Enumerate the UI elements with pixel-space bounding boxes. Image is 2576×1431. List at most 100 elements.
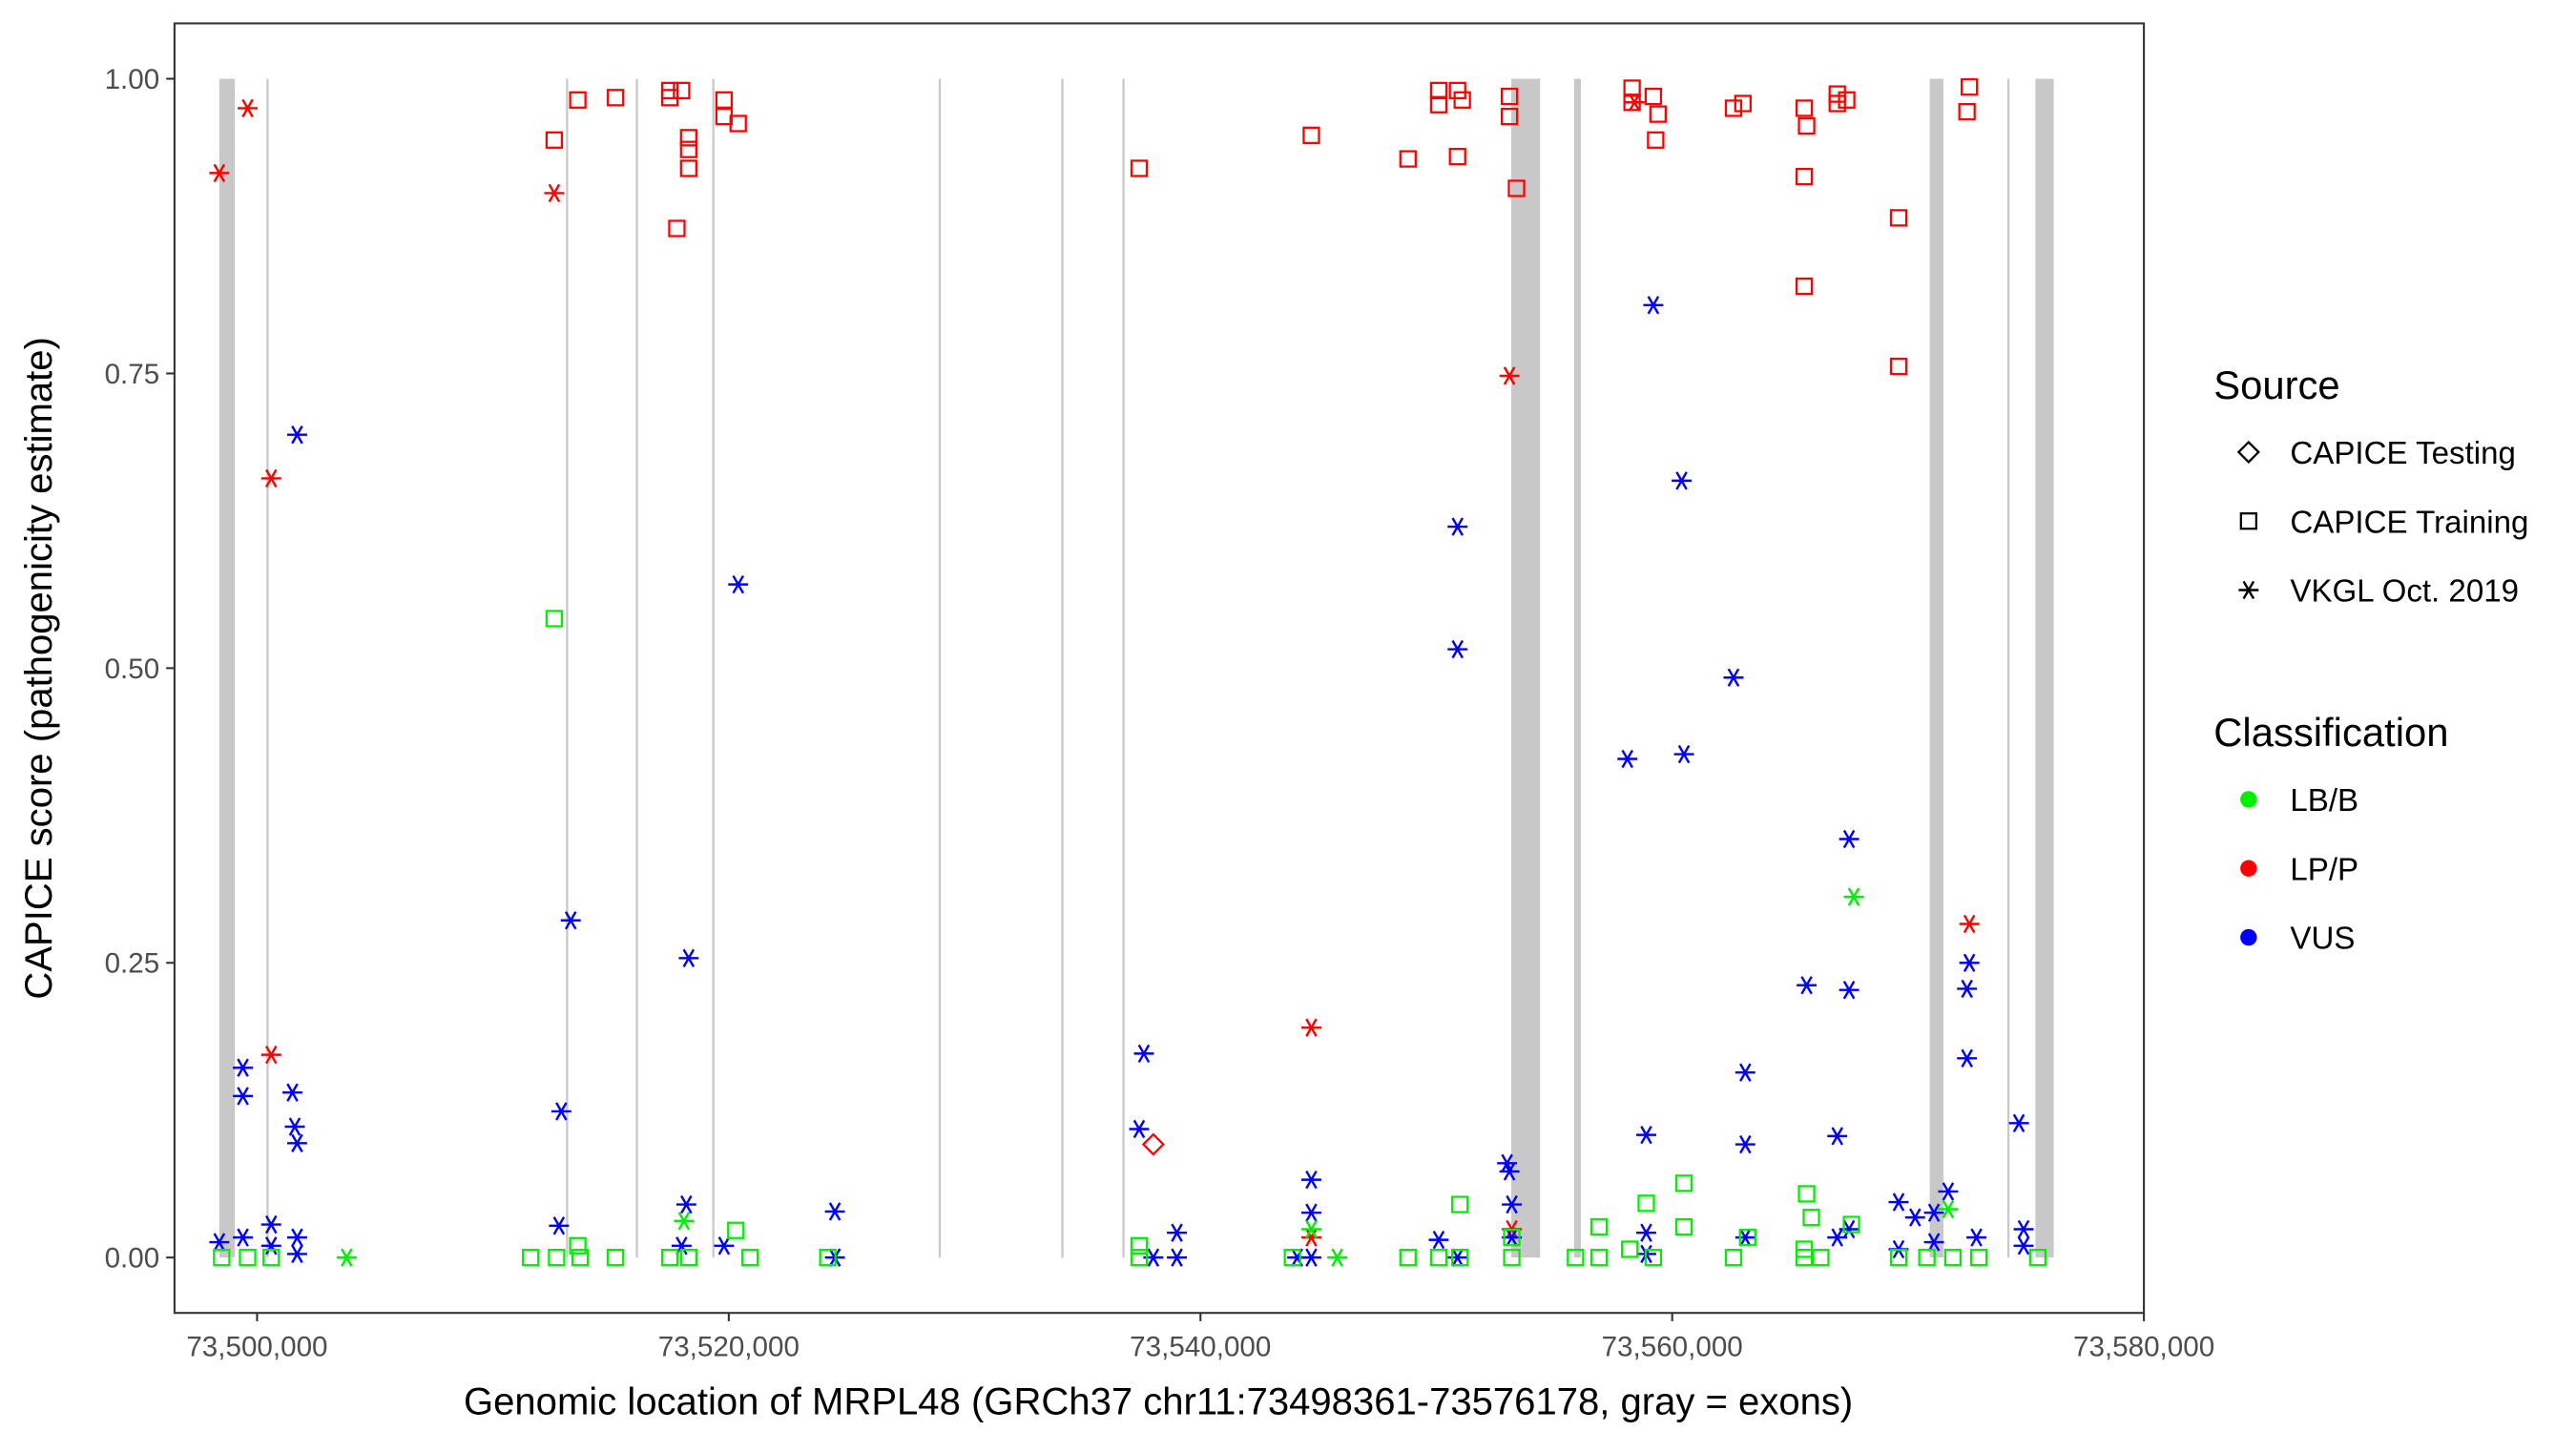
data-point [1734, 94, 1752, 113]
data-point [1723, 668, 1744, 687]
data-point [239, 1249, 257, 1267]
data-point [549, 1216, 570, 1235]
data-point [607, 1249, 625, 1267]
data-point [2028, 1249, 2046, 1267]
legend-dot-icon [2240, 860, 2257, 877]
data-point [1447, 517, 1468, 536]
data-point [1735, 1063, 1755, 1082]
data-point [233, 1228, 254, 1247]
data-point [1503, 1229, 1521, 1247]
data-point [674, 1212, 695, 1231]
exon-band [1929, 78, 1943, 1258]
data-point [1141, 1132, 1165, 1156]
data-point [1923, 1233, 1944, 1252]
legend-class-label: VUS [2290, 922, 2355, 957]
data-point [1649, 105, 1667, 123]
data-point [1958, 103, 1976, 121]
data-point [1735, 1228, 1755, 1247]
data-point [1795, 277, 1814, 296]
data-point [1130, 159, 1149, 177]
data-point [1969, 1249, 1988, 1267]
data-point [1637, 1194, 1655, 1213]
data-point [1797, 1185, 1816, 1203]
data-point [1644, 87, 1663, 106]
data-point [1623, 79, 1641, 97]
data-point [1802, 1208, 1820, 1227]
y-tick-label: 0.00 [105, 1243, 160, 1275]
x-tick-label: 73,500,000 [186, 1332, 327, 1363]
data-point [1889, 1249, 1908, 1267]
data-point [1673, 744, 1694, 764]
exon-band [1122, 78, 1125, 1258]
data-point [1503, 1249, 1521, 1267]
data-point [1447, 1248, 1468, 1267]
data-point [213, 1249, 231, 1267]
data-point [551, 1102, 571, 1121]
data-point [1451, 1249, 1469, 1267]
x-tick-label: 73,520,000 [658, 1332, 800, 1363]
data-point [1918, 1249, 1936, 1267]
data-point [545, 131, 564, 149]
data-point [727, 1221, 745, 1239]
data-point [679, 129, 697, 147]
data-point [1842, 1215, 1860, 1234]
y-tick-label: 1.00 [105, 64, 160, 95]
data-point [2013, 1236, 2034, 1255]
legend-asterisk-icon [2238, 580, 2259, 600]
data-point [1300, 1018, 1321, 1037]
data-point [1451, 1195, 1469, 1213]
exon-band [1573, 78, 1582, 1258]
data-point [1300, 1228, 1321, 1247]
data-point [1448, 81, 1466, 100]
data-point [1828, 94, 1846, 113]
data-point [1636, 1223, 1656, 1242]
data-point [1828, 85, 1846, 103]
exon-band [218, 78, 236, 1258]
data-point [260, 1045, 281, 1065]
exon-band [712, 78, 715, 1258]
data-point [675, 1194, 696, 1214]
legend-class-label: LP/P [2290, 852, 2358, 887]
data-point [714, 1236, 735, 1255]
data-point [262, 1249, 280, 1267]
data-point [1300, 1219, 1321, 1239]
data-point [1644, 1249, 1663, 1267]
data-point [569, 1236, 587, 1255]
data-point [1300, 1203, 1321, 1222]
data-point [1130, 1236, 1149, 1255]
exon-band [938, 78, 942, 1258]
data-point [1797, 976, 1818, 995]
data-point [1889, 209, 1908, 227]
y-axis-ticks: 0.00 0.25 0.50 0.75 1.00 [105, 64, 175, 1275]
data-point [1812, 1249, 1830, 1267]
data-point [1959, 914, 1980, 934]
data-point [1839, 981, 1859, 1000]
data-point [260, 1236, 281, 1255]
data-point [1797, 116, 1816, 135]
data-point [1827, 1127, 1848, 1146]
data-point [1621, 1240, 1639, 1258]
data-point [673, 81, 691, 100]
data-point [729, 114, 747, 133]
data-point [1795, 1249, 1814, 1267]
data-point [1943, 1249, 1963, 1267]
data-point [1447, 639, 1468, 659]
data-point [660, 81, 679, 100]
data-point [1959, 953, 1980, 972]
data-point [1499, 1162, 1520, 1181]
data-point [1167, 1248, 1187, 1267]
data-point [1636, 1125, 1656, 1145]
data-point [545, 610, 564, 628]
legend-dot-icon [2240, 791, 2257, 808]
data-point [1399, 150, 1417, 168]
data-point [1167, 1223, 1187, 1242]
data-point [336, 1248, 357, 1267]
data-point [1133, 1044, 1154, 1064]
data-point [1302, 126, 1320, 145]
data-point [728, 574, 749, 594]
x-tick-label: 73,580,000 [2073, 1332, 2214, 1363]
data-point [1399, 1249, 1417, 1267]
data-point [1674, 1217, 1693, 1236]
data-point [1957, 1048, 1978, 1068]
